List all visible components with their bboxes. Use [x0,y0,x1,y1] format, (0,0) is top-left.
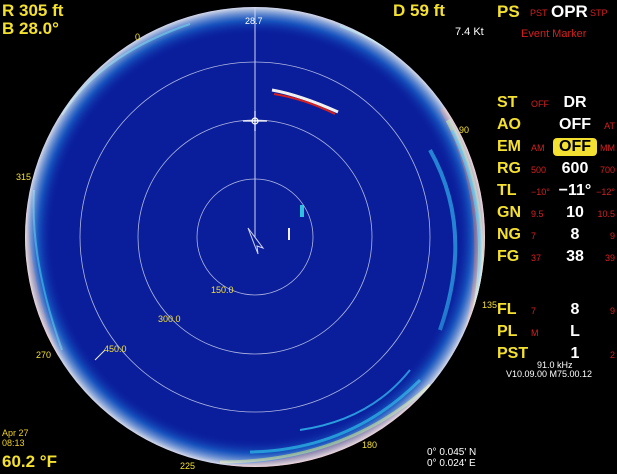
bearing-readout: B 28.0° [2,19,59,38]
control-left-option[interactable]: 500 [531,165,547,175]
control-label: EM [497,138,521,155]
bearing-label-90: 90 [459,125,470,135]
latitude-readout: 0° 0.045' N [427,447,477,458]
frequency-readout: 91.0 kHz [537,360,573,370]
bearing-label-135: 135 [482,300,498,310]
control-label: ST [497,94,518,111]
control-left-option[interactable]: 9.5 [531,209,544,219]
control-right-option[interactable]: −12° [596,187,615,197]
control-left-option[interactable]: 37 [531,253,542,263]
control-right-option[interactable]: MM [600,143,615,153]
bearing-label-315: 315 [16,172,32,182]
bearing-label-270: 270 [36,350,52,360]
control-label: FL [497,301,517,318]
control-right-option[interactable]: 10.5 [597,209,615,219]
date-readout: Apr 27 [2,428,29,438]
control-left-option[interactable]: 7 [531,306,537,316]
control-label: NG [497,226,521,243]
control-value[interactable]: OFF [559,116,591,133]
control-right-option[interactable]: 9 [609,231,615,241]
longitude-readout: 0° 0.024' E [427,458,476,469]
bearing-label-180: 180 [362,440,378,450]
control-value-selected[interactable]: OFF [553,138,597,156]
cursor-crosshair [243,111,267,131]
control-label: FG [497,248,520,265]
ring-label-450: 450.0 [104,344,127,354]
control-label: AO [497,116,521,133]
control-value[interactable]: 10 [566,204,584,221]
control-left-option[interactable]: OFF [531,99,549,109]
control-value[interactable]: 38 [566,248,584,265]
control-label: PL [497,323,518,340]
ps-label: PS [497,2,520,21]
control-label: PST [497,345,529,362]
control-label: TL [497,182,517,199]
speed-readout: 7.4 Kt [455,26,484,38]
own-ship-icon [247,227,265,255]
control-row-em[interactable]: EM AM OFF MM [497,138,615,160]
control-value[interactable]: 1 [570,345,580,362]
ps-right-option[interactable]: STP [590,8,608,18]
depth-readout: D 59 ft [393,1,445,20]
control-right-option[interactable]: 9 [609,306,615,316]
bearing-label-0: 0 [135,32,141,42]
control-row-pl[interactable]: PL M L [497,323,615,345]
control-right-option[interactable]: AT [604,121,615,131]
ps-left-option[interactable]: PST [530,8,548,18]
control-left-option[interactable]: M [531,328,539,338]
control-left-option[interactable]: −10° [531,187,550,197]
version-readout: V10.09.00 M75.00.12 [506,369,593,379]
control-row-fg[interactable]: FG 37 38 39 [497,248,615,270]
control-row-ao[interactable]: AO OFF AT [497,116,615,138]
bearing-label-225: 225 [180,461,196,471]
control-right-option[interactable]: 39 [604,253,615,263]
event-marker-button[interactable]: Event Marker [521,28,587,40]
control-row-tl[interactable]: TL −10° −11° −12° [497,182,615,204]
control-row-fl[interactable]: FL 7 8 9 [497,301,615,323]
control-row-st[interactable]: ST OFF DR [497,94,615,116]
control-label: GN [497,204,521,221]
range-readout: R 305 ft [2,1,64,20]
temperature-readout: 60.2 °F [2,452,57,471]
control-value[interactable]: DR [563,94,587,111]
control-row-pst[interactable]: PST 1 2 [497,345,615,367]
control-value[interactable]: 600 [561,160,589,177]
control-row-rg[interactable]: RG 500 600 700 [497,160,615,182]
control-left-option[interactable]: 7 [531,231,537,241]
ring-label-300: 300.0 [158,314,181,324]
ps-value[interactable]: OPR [551,2,588,21]
control-value[interactable]: L [570,323,580,340]
bearing-label-heading: 28.7 [245,16,263,26]
control-value[interactable]: 8 [570,301,580,318]
time-readout: 08:13 [2,438,25,448]
control-value[interactable]: −11° [558,182,592,199]
control-row-gn[interactable]: GN 9.5 10 10.5 [497,204,615,226]
control-row-ng[interactable]: NG 7 8 9 [497,226,615,248]
control-right-option[interactable]: 2 [609,350,615,360]
control-right-option[interactable]: 700 [599,165,615,175]
control-left-option[interactable]: AM [531,143,545,153]
ring-label-150: 150.0 [211,285,234,295]
control-label: RG [497,160,521,177]
control-value[interactable]: 8 [570,226,580,243]
